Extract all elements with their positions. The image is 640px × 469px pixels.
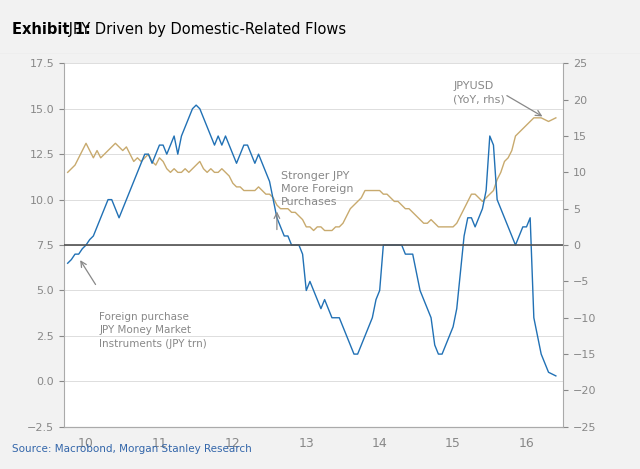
Text: Source: Macrobond, Morgan Stanley Research: Source: Macrobond, Morgan Stanley Resear… — [12, 445, 252, 454]
Text: Foreign purchase
JPY Money Market
Instruments (JPY trn): Foreign purchase JPY Money Market Instru… — [99, 312, 207, 348]
Text: Stronger JPY
More Foreign
Purchases: Stronger JPY More Foreign Purchases — [280, 171, 353, 207]
Text: Exhibit 1:: Exhibit 1: — [12, 22, 90, 37]
Text: JPY Driven by Domestic-Related Flows: JPY Driven by Domestic-Related Flows — [64, 22, 346, 37]
Text: JPYUSD
(YoY, rhs): JPYUSD (YoY, rhs) — [453, 82, 505, 105]
